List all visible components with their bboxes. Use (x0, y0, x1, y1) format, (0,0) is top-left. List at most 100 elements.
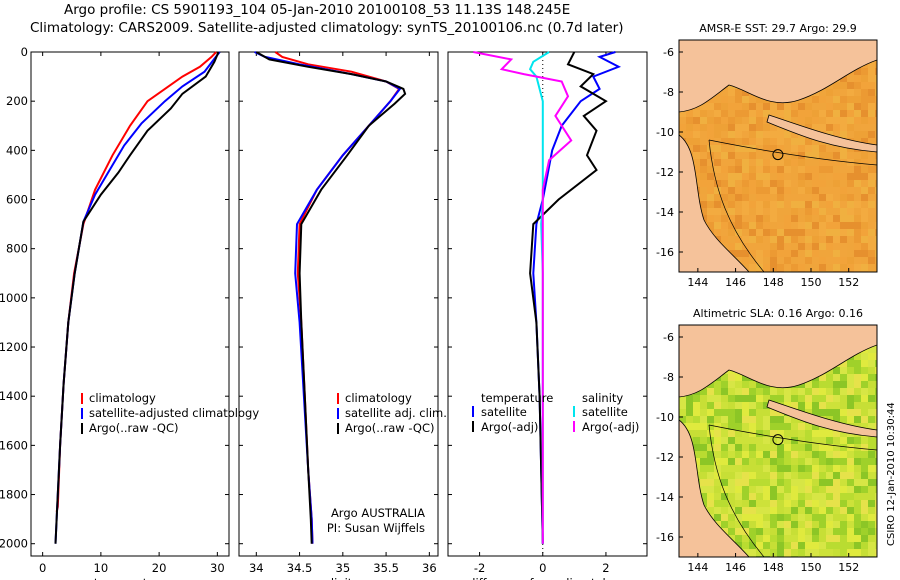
field-cell (812, 215, 819, 222)
field-cell (854, 451, 861, 458)
field-cell (700, 416, 707, 423)
field-cell (770, 437, 777, 444)
field-cell (686, 409, 693, 416)
field-cell (854, 402, 861, 409)
field-cell (749, 535, 756, 542)
field-cell (714, 124, 721, 131)
field-cell (819, 250, 826, 257)
field-cell (819, 549, 826, 556)
field-cell (777, 208, 784, 215)
field-cell (714, 402, 721, 409)
field-cell (826, 173, 833, 180)
field-cell (812, 500, 819, 507)
field-cell (791, 542, 798, 549)
x-tick-label: 30 (210, 561, 225, 575)
land-islands (766, 114, 877, 153)
field-cell (777, 514, 784, 521)
field-cell (728, 409, 735, 416)
field-cell (742, 89, 749, 96)
field-cell (805, 229, 812, 236)
field-cell (805, 250, 812, 257)
field-cell (742, 96, 749, 103)
field-cell (784, 528, 791, 535)
field-cell (777, 194, 784, 201)
field-cell (840, 444, 847, 451)
field-cell (735, 444, 742, 451)
field-cell (735, 458, 742, 465)
field-cell (861, 549, 868, 556)
field-cell (700, 486, 707, 493)
field-cell (777, 166, 784, 173)
sst-map-title: AMSR-E SST: 29.7 Argo: 29.9 (699, 22, 857, 35)
field-cell (707, 110, 714, 117)
field-cell (854, 187, 861, 194)
field-cell (854, 180, 861, 187)
field-cell (861, 82, 868, 89)
field-cell (833, 208, 840, 215)
field-cell (819, 96, 826, 103)
field-cell (861, 409, 868, 416)
field-cell (749, 159, 756, 166)
field-cell (749, 395, 756, 402)
field-cell (777, 535, 784, 542)
field-cell (784, 472, 791, 479)
field-cell (805, 124, 812, 131)
field-cell (763, 486, 770, 493)
field-cell (826, 166, 833, 173)
x-tick-label: 152 (838, 276, 859, 289)
field-cell (756, 257, 763, 264)
field-cell (840, 472, 847, 479)
field-cell (875, 388, 877, 395)
field-cell (791, 458, 798, 465)
field-cell (756, 264, 763, 271)
field-cell (735, 430, 742, 437)
field-cell (833, 451, 840, 458)
field-cell (875, 514, 877, 521)
field-cell (735, 486, 742, 493)
field-cell (840, 514, 847, 521)
field-cell (742, 493, 749, 500)
field-cell (777, 479, 784, 486)
field-cell (763, 208, 770, 215)
field-cell (805, 208, 812, 215)
field-cell (728, 229, 735, 236)
field-cell (861, 367, 868, 374)
field-cell (770, 430, 777, 437)
field-cell (847, 416, 854, 423)
field-cell (770, 103, 777, 110)
field-cell (812, 250, 819, 257)
field-cell (840, 103, 847, 110)
field-cell (861, 388, 868, 395)
field-cell (693, 430, 700, 437)
field-cell (679, 131, 686, 138)
field-cell (770, 166, 777, 173)
field-cell (721, 374, 728, 381)
field-cell (721, 514, 728, 521)
field-cell (728, 201, 735, 208)
field-cell (833, 229, 840, 236)
field-cell (840, 89, 847, 96)
x-tick-label: 2 (602, 561, 609, 575)
field-cell (847, 465, 854, 472)
field-cell (763, 416, 770, 423)
field-cell (826, 89, 833, 96)
field-cell (812, 451, 819, 458)
field-cell (756, 124, 763, 131)
field-cell (735, 374, 742, 381)
field-cell (819, 458, 826, 465)
field-cell (742, 236, 749, 243)
field-cell (819, 542, 826, 549)
field-cell (854, 75, 861, 82)
field-cell (868, 82, 875, 89)
field-cell (770, 514, 777, 521)
field-cell (784, 145, 791, 152)
field-cell (763, 514, 770, 521)
field-cell (756, 215, 763, 222)
field-cell (812, 103, 819, 110)
field-cell (686, 395, 693, 402)
field-cell (714, 194, 721, 201)
field-cell (728, 180, 735, 187)
field-cell (763, 451, 770, 458)
field-cell (742, 103, 749, 110)
field-cell (812, 236, 819, 243)
